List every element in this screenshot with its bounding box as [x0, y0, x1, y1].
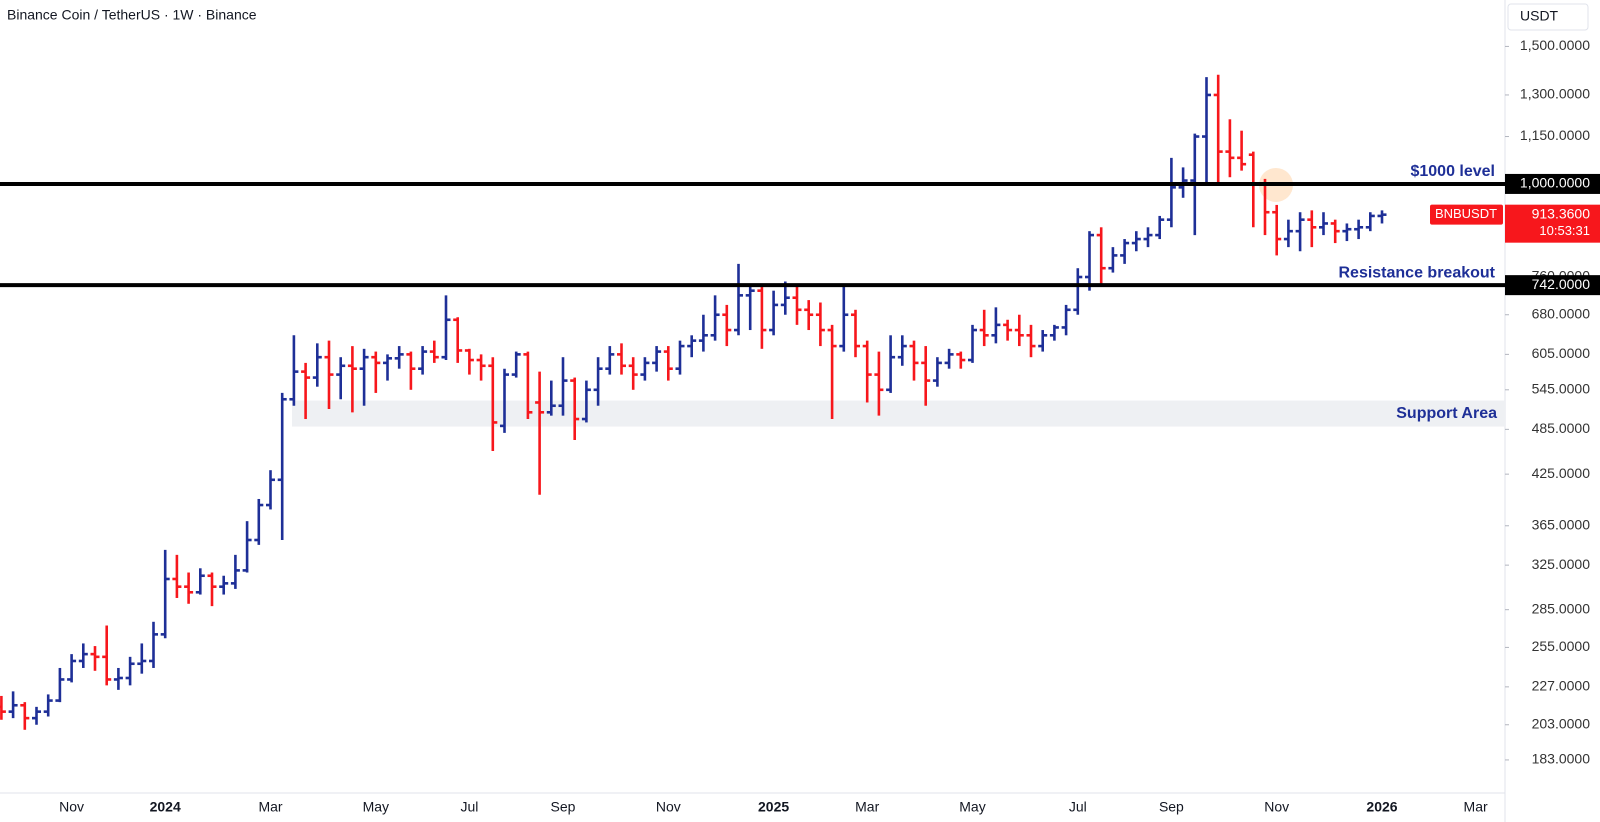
level-badge-label: 1,000.0000: [1520, 175, 1590, 191]
chart-title: Binance Coin / TetherUS · 1W · Binance: [7, 7, 257, 23]
support-area: [292, 400, 1505, 427]
x-tick-label: Mar: [1464, 799, 1488, 815]
y-tick-label: 545.0000: [1532, 381, 1591, 397]
x-tick-label: Jul: [460, 799, 478, 815]
x-tick-label: Mar: [855, 799, 879, 815]
y-tick-label: 285.0000: [1532, 600, 1591, 616]
y-tick-label: 227.0000: [1532, 678, 1591, 694]
y-tick-label: 203.0000: [1532, 715, 1591, 731]
x-tick-label: Nov: [656, 799, 681, 815]
x-tick-label: Mar: [258, 799, 282, 815]
y-tick-label: 485.0000: [1532, 420, 1591, 436]
y-tick-label: 605.0000: [1532, 345, 1591, 361]
countdown: 10:53:31: [1539, 223, 1590, 238]
x-tick-label: May: [959, 799, 985, 815]
level-text: $1000 level: [1410, 163, 1495, 180]
x-tick-label: Sep: [1159, 799, 1184, 815]
y-tick-label: 1,500.0000: [1520, 37, 1590, 53]
price-badge-label: 913.3600: [1532, 205, 1591, 221]
x-tick-label: Jul: [1069, 799, 1087, 815]
y-tick-label: 365.0000: [1532, 516, 1591, 532]
x-tick-label: 2024: [150, 799, 181, 815]
level-badge-label: 742.0000: [1532, 276, 1591, 292]
x-tick-label: 2026: [1366, 799, 1397, 815]
x-tick-label: May: [363, 799, 389, 815]
y-tick-label: 1,150.0000: [1520, 127, 1590, 143]
y-tick-label: 425.0000: [1532, 465, 1591, 481]
symbol-badge-label: BNBUSDT: [1435, 206, 1497, 221]
price-badge: [1505, 204, 1600, 243]
currency-box[interactable]: [1507, 3, 1589, 31]
x-tick-label: Nov: [59, 799, 84, 815]
y-tick-label: 680.0000: [1532, 305, 1591, 321]
currency[interactable]: USDT: [1520, 8, 1559, 24]
level-badge: [1505, 275, 1600, 296]
level-text: Resistance breakout: [1338, 264, 1495, 281]
y-tick-label: 183.0000: [1532, 751, 1591, 767]
support-area-label: Support Area: [1396, 405, 1497, 422]
x-tick-label: Nov: [1264, 799, 1289, 815]
level-badge: [1505, 173, 1600, 194]
y-tick-label: 1,300.0000: [1520, 86, 1590, 102]
y-tick-label: 255.0000: [1532, 638, 1591, 654]
y-tick-label: 325.0000: [1532, 556, 1591, 572]
x-tick-label: Sep: [551, 799, 576, 815]
x-tick-label: 2025: [758, 799, 789, 815]
symbol-badge: [1430, 204, 1503, 225]
